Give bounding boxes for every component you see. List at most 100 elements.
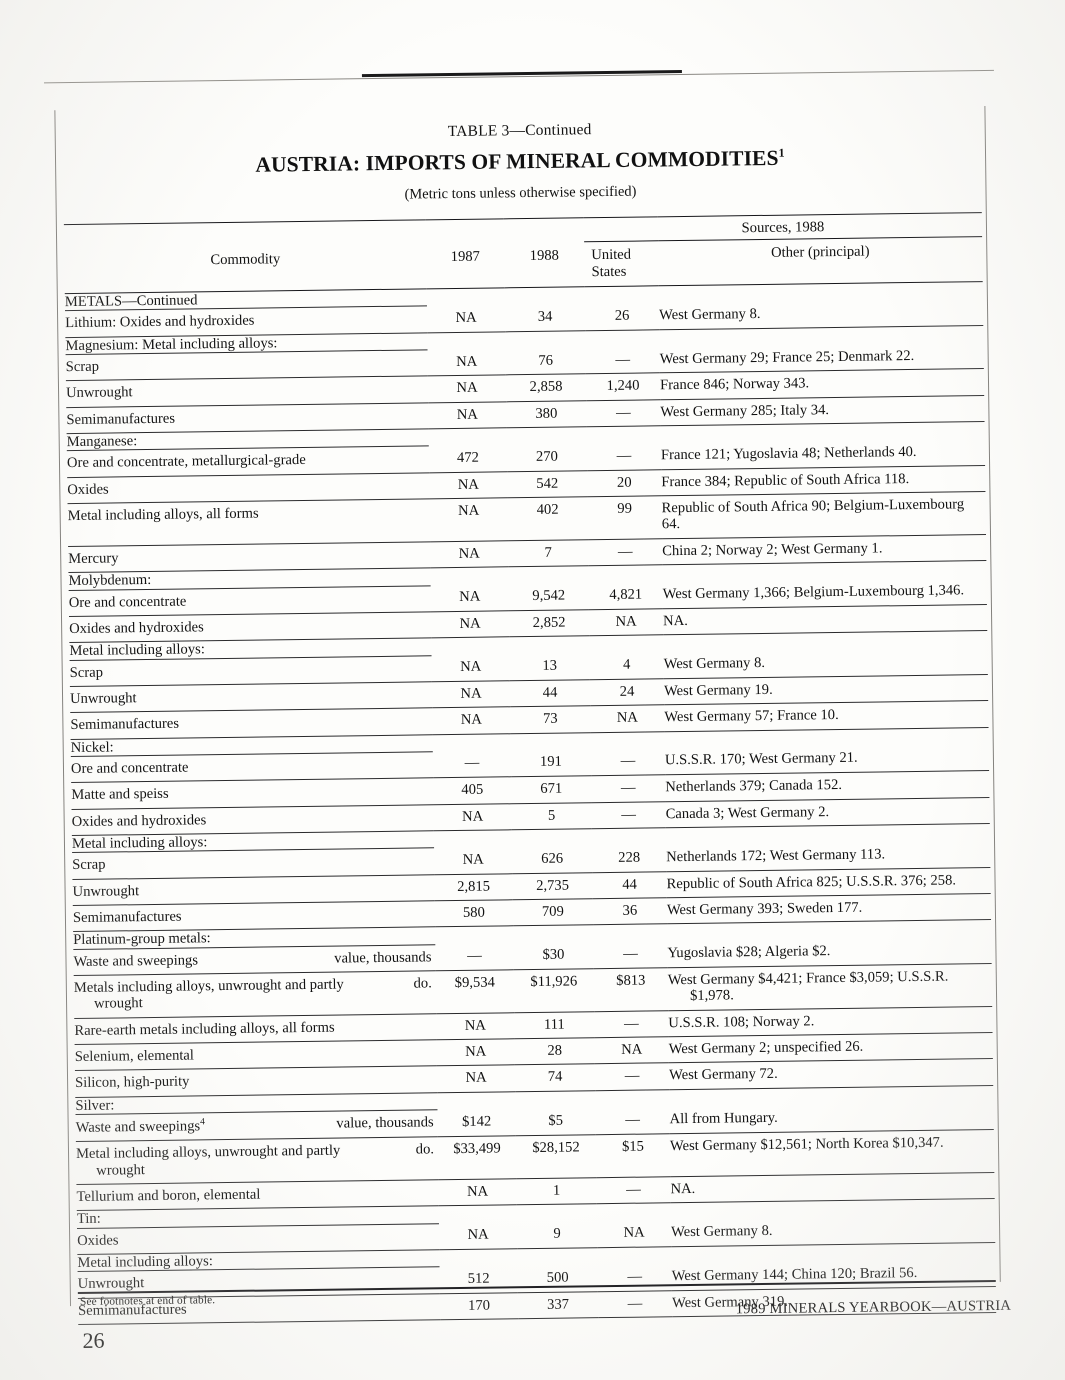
cell-1987 — [429, 428, 507, 446]
cell-1988: 5 — [511, 802, 592, 830]
cell-1988: 111 — [514, 1011, 595, 1039]
commodity-label: Unwrought — [77, 1275, 145, 1293]
cell-1988: 13 — [509, 653, 590, 681]
commodity-label: Ore and concentrate — [68, 593, 187, 611]
cell-united-states: — — [596, 1176, 671, 1204]
cell-united-states: 44 — [592, 871, 667, 899]
footnote-reference: See footnotes at end of table. — [79, 1294, 216, 1308]
cell-united-states: — — [594, 1010, 669, 1038]
cell-1987 — [427, 332, 505, 350]
cell-other-sources: West Germany $12,561; North Korea $10,34… — [669, 1129, 995, 1177]
cell-1987: NA — [436, 1012, 515, 1040]
cell-1987: $142 — [437, 1108, 516, 1138]
cell-1988: 9,542 — [508, 583, 589, 611]
commodity-label: Scrap — [65, 358, 100, 376]
cell-1988: 337 — [517, 1291, 599, 1319]
cell-1987 — [430, 567, 508, 585]
cell-1988: $30 — [513, 942, 594, 970]
commodity-label: Tellurium and boron, elemental — [76, 1186, 261, 1205]
cell-unit-note: value, thousands — [336, 1114, 434, 1132]
cell-1987: — — [435, 943, 514, 971]
cell-united-states — [597, 1247, 671, 1265]
column-header-1988: 1988 — [504, 242, 585, 288]
cell-united-states — [595, 1089, 669, 1107]
cell-1988: 2,858 — [505, 374, 587, 402]
table-heading-block: TABLE 3—Continued AUSTRIA: IMPORTS OF MI… — [55, 116, 986, 210]
cell-united-states: — — [586, 443, 662, 471]
commodity-label: Waste and sweepings — [75, 1118, 201, 1136]
cell-1988: 2,852 — [508, 609, 590, 637]
cell-united-states: — — [595, 1106, 670, 1135]
commodity-label: Nickel: — [70, 739, 114, 756]
commodity-label: Metal including alloys: — [71, 834, 208, 852]
cell-united-states: 1,240 — [585, 373, 661, 401]
cell-1988: 7 — [508, 539, 589, 567]
column-header-united: United — [591, 247, 632, 264]
cell-1988: 402 — [507, 496, 589, 541]
commodity-label: Metal including alloys: — [77, 1253, 213, 1271]
cell-unit-note: do. — [415, 1141, 435, 1158]
cell-1987 — [431, 637, 509, 655]
cell-1988: 28 — [514, 1037, 595, 1066]
commodity-label: Platinum-group metals: — [73, 930, 211, 949]
commodity-label: Selenium, elemental — [74, 1047, 195, 1066]
commodity-label: Semimanufactures — [66, 410, 176, 428]
cell-united-states: $813 — [593, 967, 669, 1012]
cell-1988: 9 — [516, 1221, 598, 1249]
cell-united-states: NA — [594, 1036, 669, 1065]
commodity-label: Metal including alloys, all forms — [67, 505, 259, 525]
cell-1987 — [434, 830, 512, 848]
commodity-label: Oxides — [77, 1232, 119, 1249]
running-footer: 1989 MINERALS YEARBOOK—AUSTRIA — [735, 1297, 1012, 1318]
imports-table-wrapper: Sources, 1988 Commodity 1987 1988 United… — [63, 212, 997, 1325]
cell-united-states: $15 — [595, 1133, 671, 1178]
commodity-label: Oxides — [67, 481, 109, 498]
cell-1988: 44 — [509, 679, 591, 708]
cell-1987: NA — [438, 1222, 518, 1250]
commodity-label: Ore and concentrate, metallurgical-grade — [66, 452, 306, 472]
commodity-label: Waste and sweepings — [73, 952, 199, 970]
cell-1988: 191 — [510, 749, 592, 778]
column-header-commodity: Commodity — [64, 244, 427, 294]
commodity-label: Silver: — [75, 1097, 115, 1114]
cell-1988: 709 — [512, 898, 594, 927]
units-note: (Metric tons unless otherwise specified) — [404, 183, 637, 203]
cell-1988 — [513, 925, 593, 943]
cell-1988 — [511, 732, 591, 750]
commodity-label: Oxides and hydroxides — [69, 619, 204, 637]
cell-other-sources: Republic of South Africa 90; Belgium-Lux… — [661, 491, 987, 539]
cell-united-states — [593, 924, 667, 942]
cell-1987: NA — [429, 497, 509, 542]
column-header-states: States — [591, 263, 627, 280]
cell-1988: 76 — [505, 347, 586, 376]
cell-1988: $5 — [515, 1107, 596, 1137]
cell-united-states: NA — [596, 1220, 672, 1248]
cell-united-states: 20 — [587, 469, 662, 497]
commodity-label: Magnesium: Metal including alloys: — [65, 335, 278, 354]
column-header-1987: 1987 — [426, 243, 505, 289]
cell-1987: $9,534 — [435, 969, 515, 1014]
cell-1987: NA — [429, 471, 508, 499]
imports-table: Sources, 1988 Commodity 1987 1988 United… — [63, 212, 997, 1325]
cell-1987: NA — [431, 654, 510, 682]
cell-united-states: — — [597, 1264, 672, 1292]
cell-1988: $28,152 — [515, 1134, 597, 1179]
cell-united-states: — — [588, 538, 663, 566]
cell-1987: 472 — [428, 445, 508, 473]
cell-united-states — [591, 731, 665, 749]
cell-1987 — [435, 926, 513, 944]
cell-commodity: Metal including alloys, all forms — [67, 498, 431, 547]
cell-1988: 380 — [506, 400, 587, 428]
cell-united-states — [588, 565, 662, 583]
commodity-label: Rare-earth metals including alloys, all … — [74, 1019, 335, 1039]
commodity-label: Tin: — [76, 1210, 101, 1228]
cell-1987: 170 — [439, 1292, 519, 1320]
commodity-label: Semimanufactures — [72, 908, 182, 926]
cell-1988: 1 — [516, 1177, 597, 1206]
cell-united-states: — — [593, 941, 668, 969]
commodity-label: Scrap — [72, 856, 106, 874]
cell-united-states: — — [586, 399, 661, 427]
cell-1987 — [439, 1205, 517, 1223]
cell-united-states — [589, 635, 663, 653]
